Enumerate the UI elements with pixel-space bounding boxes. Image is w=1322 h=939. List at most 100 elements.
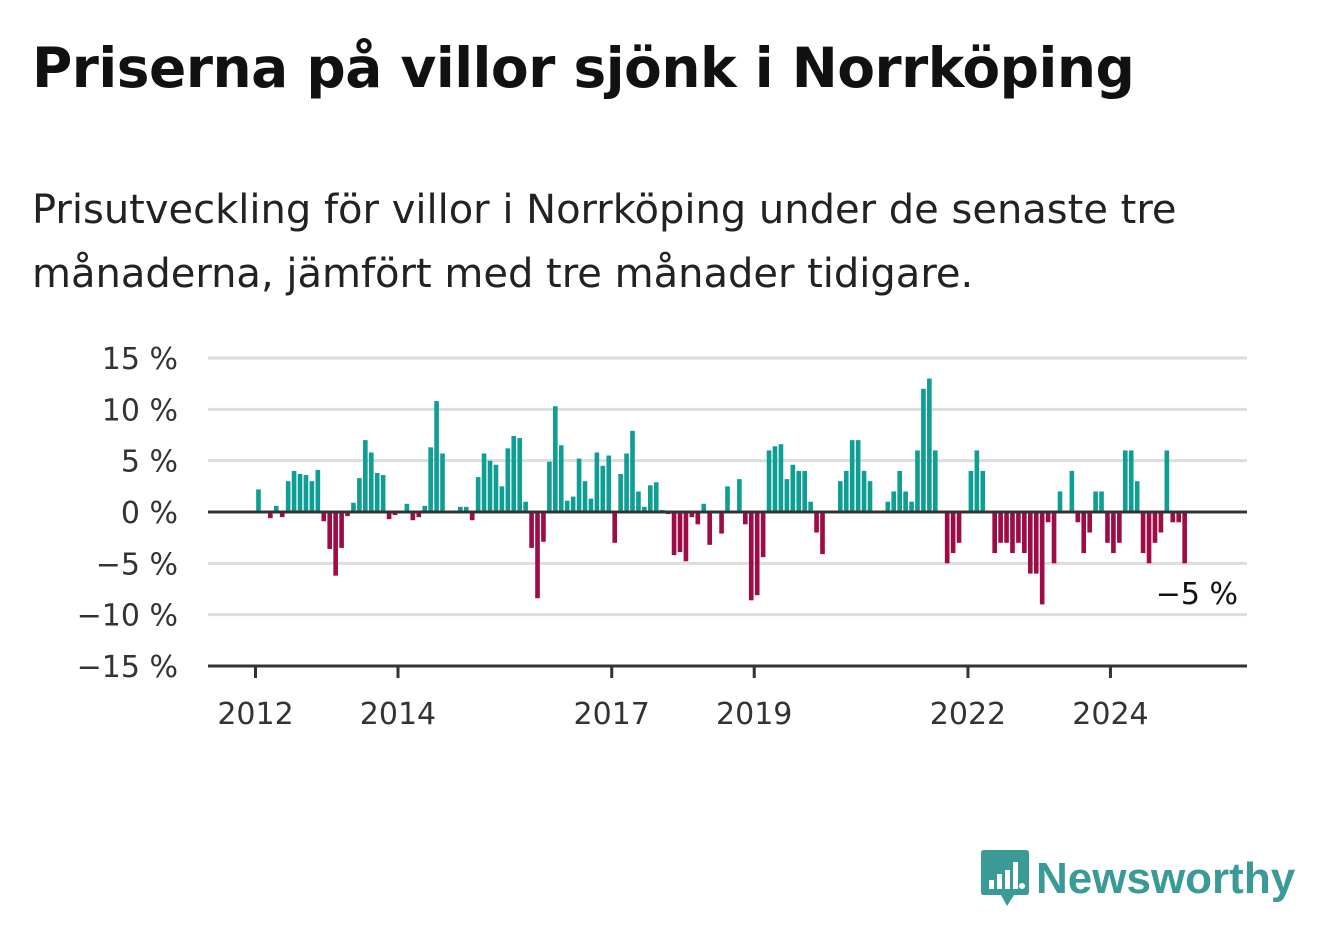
bar [743,512,748,524]
bar [897,471,902,512]
bar [612,512,617,543]
bar [998,512,1003,543]
bar [559,445,564,512]
bar [903,491,908,512]
bar [814,512,819,533]
bar [1117,512,1122,543]
bar [1070,471,1075,512]
bar [969,471,974,512]
bar [523,502,528,512]
bar [725,486,730,512]
bar [1182,512,1187,563]
bar [820,512,825,554]
bar [654,482,659,512]
x-tick-label: 2024 [1072,697,1148,732]
bar [696,512,701,524]
bar [565,501,570,512]
bar [785,479,790,512]
bar [583,481,588,512]
bar [535,512,540,598]
bar [636,491,641,512]
bar [992,512,997,553]
bar [256,489,261,512]
y-tick-label: −10 % [77,599,178,634]
bar [1123,450,1128,512]
bar [862,471,867,512]
bar [1081,512,1086,553]
bar [755,512,760,595]
bar [553,406,558,512]
x-tick-label: 2012 [217,697,293,732]
bars [256,379,1187,605]
bar [1004,512,1009,543]
bar [577,459,582,512]
bar [975,450,980,512]
bar [1135,481,1140,512]
bar [767,450,772,512]
bar [980,471,985,512]
bar [316,470,321,512]
x-tick-label: 2014 [360,697,436,732]
bar [921,389,926,512]
y-tick-label: 10 % [102,393,178,428]
bar [885,502,890,512]
y-tick-label: 0 % [121,496,178,531]
bar [672,512,677,555]
bar [1040,512,1045,604]
bar [434,401,439,512]
bar [1099,491,1104,512]
bar [601,466,606,512]
bar [1153,512,1158,543]
bar [802,471,807,512]
bar [381,475,386,512]
bar [868,481,873,512]
bar [1010,512,1015,553]
y-tick-label: −15 % [77,650,178,685]
bar [1087,512,1092,533]
bar [1165,450,1170,512]
bar [630,431,635,512]
bar [761,512,766,557]
bar [511,436,516,512]
bar [1093,491,1098,512]
x-tick-label: 2019 [716,697,792,732]
bar [684,512,689,561]
bar [286,481,291,512]
bar [428,447,433,512]
bar [648,485,653,512]
bar [719,512,724,534]
x-tick-label: 2022 [930,697,1006,732]
bar [624,453,629,512]
bar [1075,512,1080,522]
bar [369,452,374,512]
y-tick-label: 15 % [102,342,178,377]
bar [357,478,362,512]
bar [304,475,309,512]
bar [796,471,801,512]
bar [1141,512,1146,553]
bar [1016,512,1021,543]
bar [1046,512,1051,522]
bar [327,512,332,549]
chart-subtitle: Prisutveckling för villor i Norrköping u… [32,178,1292,306]
bar [707,512,712,545]
bar [957,512,962,543]
x-tick-label: 2017 [574,697,650,732]
bar [517,438,522,512]
bar-chart: 15 %10 %5 %0 %−5 %−10 %−15 %2012 2014 2017… [0,330,1322,750]
bar [339,512,344,548]
bar [933,450,938,512]
bar [333,512,338,576]
y-tick-label: −5 % [96,547,178,582]
bar [1170,512,1175,522]
bar [808,502,813,512]
bar [1105,512,1110,543]
bar [482,453,487,512]
bar [1176,512,1181,522]
bar [773,446,778,512]
bar [891,491,896,512]
bar [945,512,950,563]
bar [494,465,499,512]
bar [606,456,611,512]
bar [678,512,683,552]
